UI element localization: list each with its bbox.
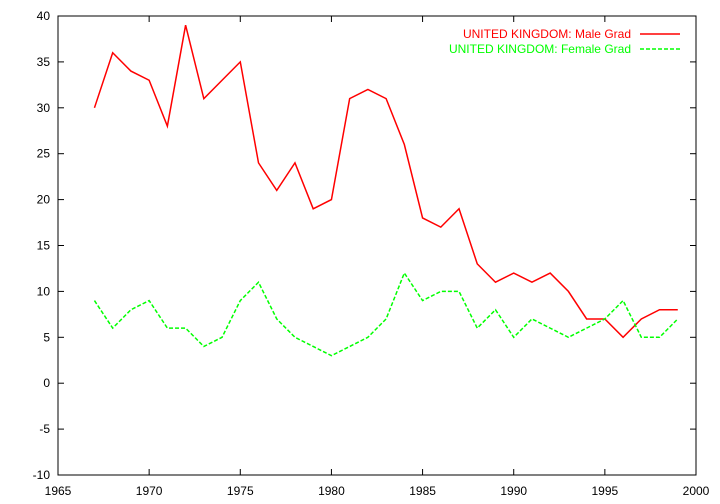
x-tick-label: 1985 [409, 484, 436, 498]
y-tick-label: 30 [37, 101, 51, 115]
x-tick-label: 1965 [45, 484, 72, 498]
y-tick-label: 15 [37, 239, 51, 253]
plot-frame [57, 15, 697, 476]
x-tick-label: 1970 [136, 484, 163, 498]
x-tick-label: 1980 [318, 484, 345, 498]
y-tick-label: 20 [37, 193, 51, 207]
axes: 1965 1970 1975 1980 1985 1990 1995 2000 -10 -5 0 5 1… [33, 9, 710, 498]
x-tick-label: 1990 [500, 484, 527, 498]
y-tick-label: 40 [37, 9, 51, 23]
legend-label-female-grad: UNITED KINGDOM: Female Grad [449, 42, 631, 56]
y-tick-label: -10 [33, 468, 51, 482]
y-tick-label: 0 [43, 376, 50, 390]
y-tick-label: 25 [37, 147, 51, 161]
x-tick-label: 2000 [683, 484, 710, 498]
y-tick-label: 10 [37, 284, 51, 298]
legend-label-male-grad: UNITED KINGDOM: Male Grad [463, 27, 631, 41]
series-line-female-grad [93, 271, 679, 357]
y-tick-label: 35 [37, 55, 51, 69]
y-tick-label: 5 [43, 330, 50, 344]
series-line-male-grad [93, 24, 678, 339]
x-tick-label: 1975 [227, 484, 254, 498]
x-tick-label: 1995 [592, 484, 619, 498]
y-tick-label: -5 [39, 422, 50, 436]
series-lines [93, 24, 679, 357]
